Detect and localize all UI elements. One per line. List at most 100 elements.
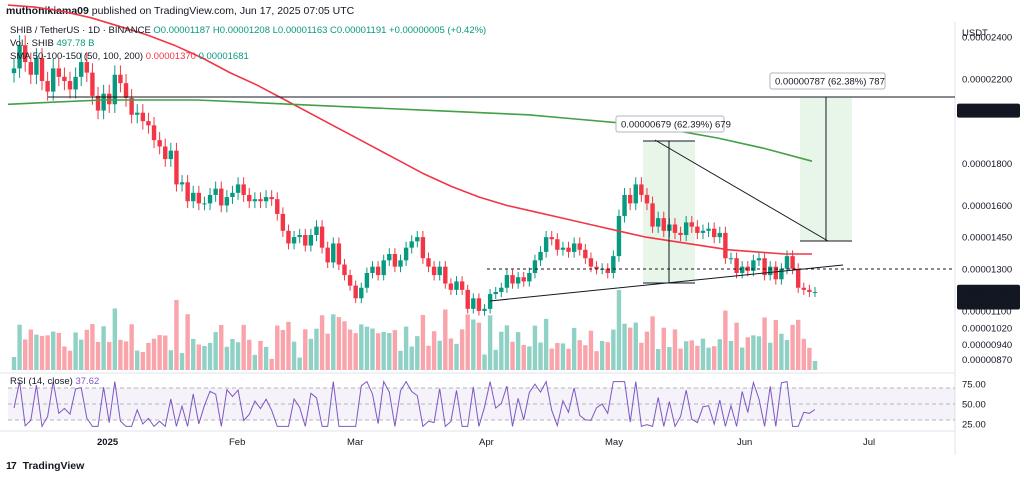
rsi-tick-label: 75.00 (962, 380, 986, 391)
volume-bar (163, 335, 168, 370)
candle-body (381, 260, 386, 276)
volume-bar (426, 345, 431, 370)
candle-body (700, 230, 706, 233)
candle-body (695, 226, 700, 233)
volume-bar (359, 324, 364, 370)
volume-bar (415, 336, 420, 370)
candle-body (359, 287, 364, 299)
volume-bar (140, 352, 146, 370)
volume-bar (683, 341, 689, 370)
candle-body (504, 275, 510, 288)
volume-bar (297, 357, 302, 370)
volume-bar (633, 322, 638, 370)
volume-bar (129, 324, 134, 370)
volume-bar (90, 324, 95, 370)
volume-bar (364, 326, 370, 370)
candle-body (672, 224, 678, 233)
candle-body (135, 112, 140, 115)
candle-body (252, 199, 258, 202)
candle-body (420, 237, 426, 259)
author-name[interactable]: muthonikiama09 (6, 5, 89, 17)
candle-body (235, 184, 241, 193)
volume-bar (577, 340, 582, 370)
volume-bar (118, 339, 123, 370)
candle-body (151, 125, 157, 141)
candle-body (543, 237, 549, 252)
volume-label[interactable]: Vol · SHIB (10, 38, 54, 49)
candle-body (56, 68, 62, 77)
volume-bar (599, 341, 605, 370)
volume-bar (409, 346, 414, 370)
sma-label[interactable]: SMA 50-100-150 (50, 100, 200) (10, 51, 144, 62)
volume-bar (252, 354, 258, 370)
candle-body (415, 237, 420, 242)
volume-bar (695, 345, 700, 370)
volume-bar (325, 333, 330, 370)
candle-body (711, 228, 717, 238)
candle-body (398, 260, 403, 267)
candle-body (644, 194, 650, 204)
candle-body (51, 68, 56, 92)
volume-bar (308, 338, 314, 370)
candle-body (762, 258, 767, 276)
price-label-top: 0.00002050 (961, 106, 1011, 117)
volume-bar (555, 343, 560, 370)
ohlc-values: O0.00001187 H0.00001208 L0.00001163 C0.0… (153, 25, 487, 36)
candle-body (213, 188, 218, 195)
rsi-label[interactable]: RSI (14, close) (10, 376, 73, 387)
volume-bar (286, 321, 291, 370)
volume-bar (795, 319, 801, 370)
candle-body (611, 256, 616, 273)
ticker-label[interactable]: SHIB / TetherUS · 1D · BINANCE (10, 25, 151, 36)
candle-body (319, 226, 325, 248)
volume-bar (336, 317, 342, 370)
candle-body (28, 62, 34, 75)
time-tick-label: Jun (737, 437, 752, 448)
candle-body (431, 266, 437, 276)
volume-bar (549, 348, 554, 370)
candle-body (639, 184, 644, 195)
candle-body (683, 222, 689, 236)
brand-name: TradingView (22, 460, 85, 472)
volume-bar (588, 330, 594, 370)
candle-body (392, 254, 398, 267)
candle-body (163, 146, 168, 160)
price-tick-label: 0.00002400 (962, 32, 1012, 43)
volume-bar (482, 354, 487, 370)
candle-body (291, 237, 297, 244)
volume-bar (751, 335, 756, 370)
volume-bar (291, 341, 297, 370)
volume-bar (381, 331, 386, 370)
volume-bar (611, 329, 616, 370)
price-label-low: 0.00001140 (961, 298, 1011, 309)
candle-body (560, 247, 566, 250)
price-tick-label: 0.00000870 (962, 355, 1012, 366)
price-label-last: 0.00001191 (961, 287, 1011, 298)
candle-body (723, 232, 728, 259)
volume-bar (11, 357, 17, 370)
volume-bar (39, 335, 45, 370)
candle-body (409, 241, 414, 248)
volume-bar (420, 314, 426, 370)
volume-bar (319, 315, 325, 370)
candle-body (263, 197, 269, 202)
price-tick-label: 0.00001020 (962, 323, 1012, 334)
candle-body (297, 235, 302, 238)
volume-bar (95, 341, 101, 370)
candle-body (118, 74, 123, 84)
candle-body (532, 260, 538, 273)
candle-body (437, 266, 442, 276)
candle-body (308, 235, 314, 246)
volume-bar (616, 290, 622, 370)
candle-body (375, 266, 381, 276)
volume-bar (151, 338, 157, 370)
candle-body (258, 199, 263, 202)
footer-brand[interactable]: 17 TradingView (6, 460, 84, 472)
candle-body (207, 194, 213, 204)
candle-body (739, 266, 745, 273)
candle-body (622, 194, 627, 217)
volume-bar (79, 339, 84, 370)
candle-body (84, 62, 90, 73)
candle-body (191, 192, 196, 202)
